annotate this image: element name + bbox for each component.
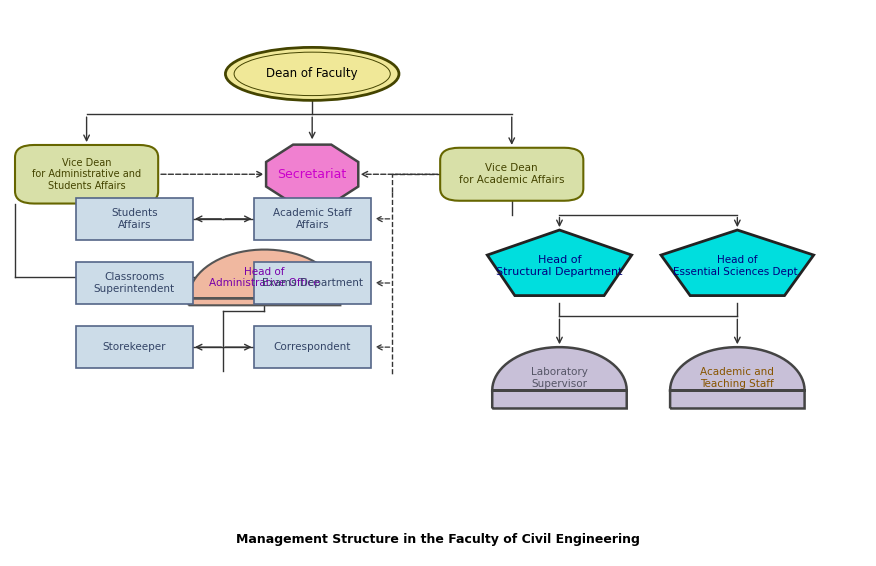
Text: Head of
Essential Sciences Dept.: Head of Essential Sciences Dept. [674, 255, 802, 277]
Bar [254, 326, 371, 368]
Bar [75, 262, 193, 304]
Text: Head of
Structural Department: Head of Structural Department [496, 255, 623, 277]
Bar [75, 326, 193, 368]
Text: Vice Dean
for Administrative and
Students Affairs: Vice Dean for Administrative and Student… [32, 158, 141, 191]
Bar [75, 198, 193, 240]
Text: Vice Dean
for Academic Affairs: Vice Dean for Academic Affairs [459, 164, 564, 185]
Ellipse shape [225, 48, 399, 100]
Polygon shape [266, 145, 358, 204]
FancyBboxPatch shape [440, 148, 583, 201]
PathPatch shape [670, 347, 804, 409]
Text: Exams Department: Exams Department [262, 278, 363, 288]
Text: Classrooms
Superintendent: Classrooms Superintendent [94, 272, 175, 294]
Bar [254, 262, 371, 304]
Bar [254, 198, 371, 240]
Text: Secretariat: Secretariat [278, 168, 347, 181]
Polygon shape [661, 230, 814, 295]
Polygon shape [487, 230, 632, 295]
Text: Management Structure in the Faculty of Civil Engineering: Management Structure in the Faculty of C… [236, 533, 640, 546]
Text: Dean of Faculty: Dean of Faculty [266, 67, 358, 80]
Text: Academic Staff
Affairs: Academic Staff Affairs [272, 208, 351, 230]
Text: Academic and
Teaching Staff: Academic and Teaching Staff [701, 367, 774, 389]
Text: Students
Affairs: Students Affairs [111, 208, 158, 230]
Text: Storekeeper: Storekeeper [102, 342, 166, 352]
PathPatch shape [492, 347, 626, 409]
Text: Correspondent: Correspondent [273, 342, 351, 352]
PathPatch shape [188, 250, 341, 305]
Text: Head of
Administrative Office: Head of Administrative Office [209, 267, 320, 288]
Text: Laboratory
Supervisor: Laboratory Supervisor [531, 367, 588, 389]
FancyBboxPatch shape [15, 145, 159, 204]
